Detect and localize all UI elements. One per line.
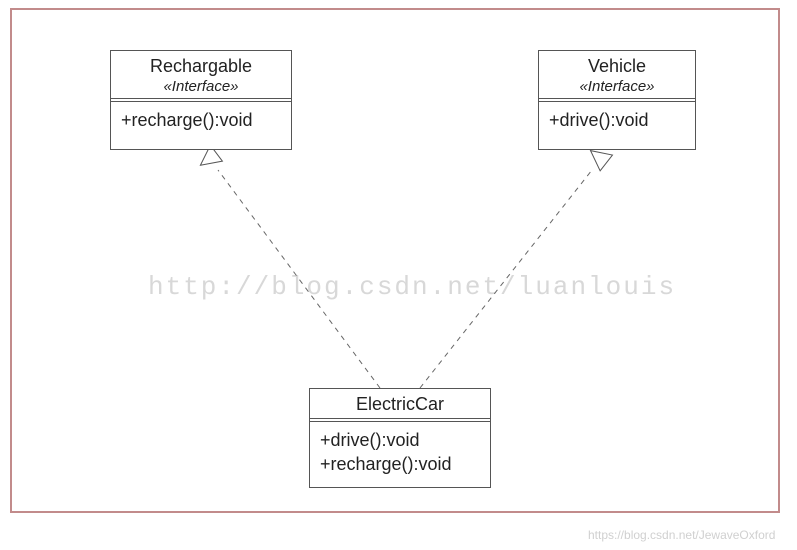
uml-method: +recharge():void	[320, 452, 480, 476]
uml-class-name: Vehicle	[547, 55, 687, 78]
uml-header: Rechargable «Interface»	[111, 51, 291, 98]
uml-methods: +drive():void	[539, 102, 695, 138]
uml-class-name: Rechargable	[119, 55, 283, 78]
uml-interface-vehicle: Vehicle «Interface» +drive():void	[538, 50, 696, 150]
uml-class-name: ElectricCar	[318, 393, 482, 416]
uml-stereotype: «Interface»	[547, 78, 687, 96]
uml-method: +drive():void	[320, 428, 480, 452]
uml-header: Vehicle «Interface»	[539, 51, 695, 98]
uml-methods: +recharge():void	[111, 102, 291, 138]
uml-method: +recharge():void	[121, 108, 281, 132]
uml-interface-rechargable: Rechargable «Interface» +recharge():void	[110, 50, 292, 150]
uml-header: ElectricCar	[310, 389, 490, 418]
uml-methods: +drive():void +recharge():void	[310, 422, 490, 483]
uml-method: +drive():void	[549, 108, 685, 132]
uml-class-electriccar: ElectricCar +drive():void +recharge():vo…	[309, 388, 491, 488]
uml-stereotype: «Interface»	[119, 78, 283, 96]
attribution-text: https://blog.csdn.net/JewaveOxford	[588, 528, 775, 542]
